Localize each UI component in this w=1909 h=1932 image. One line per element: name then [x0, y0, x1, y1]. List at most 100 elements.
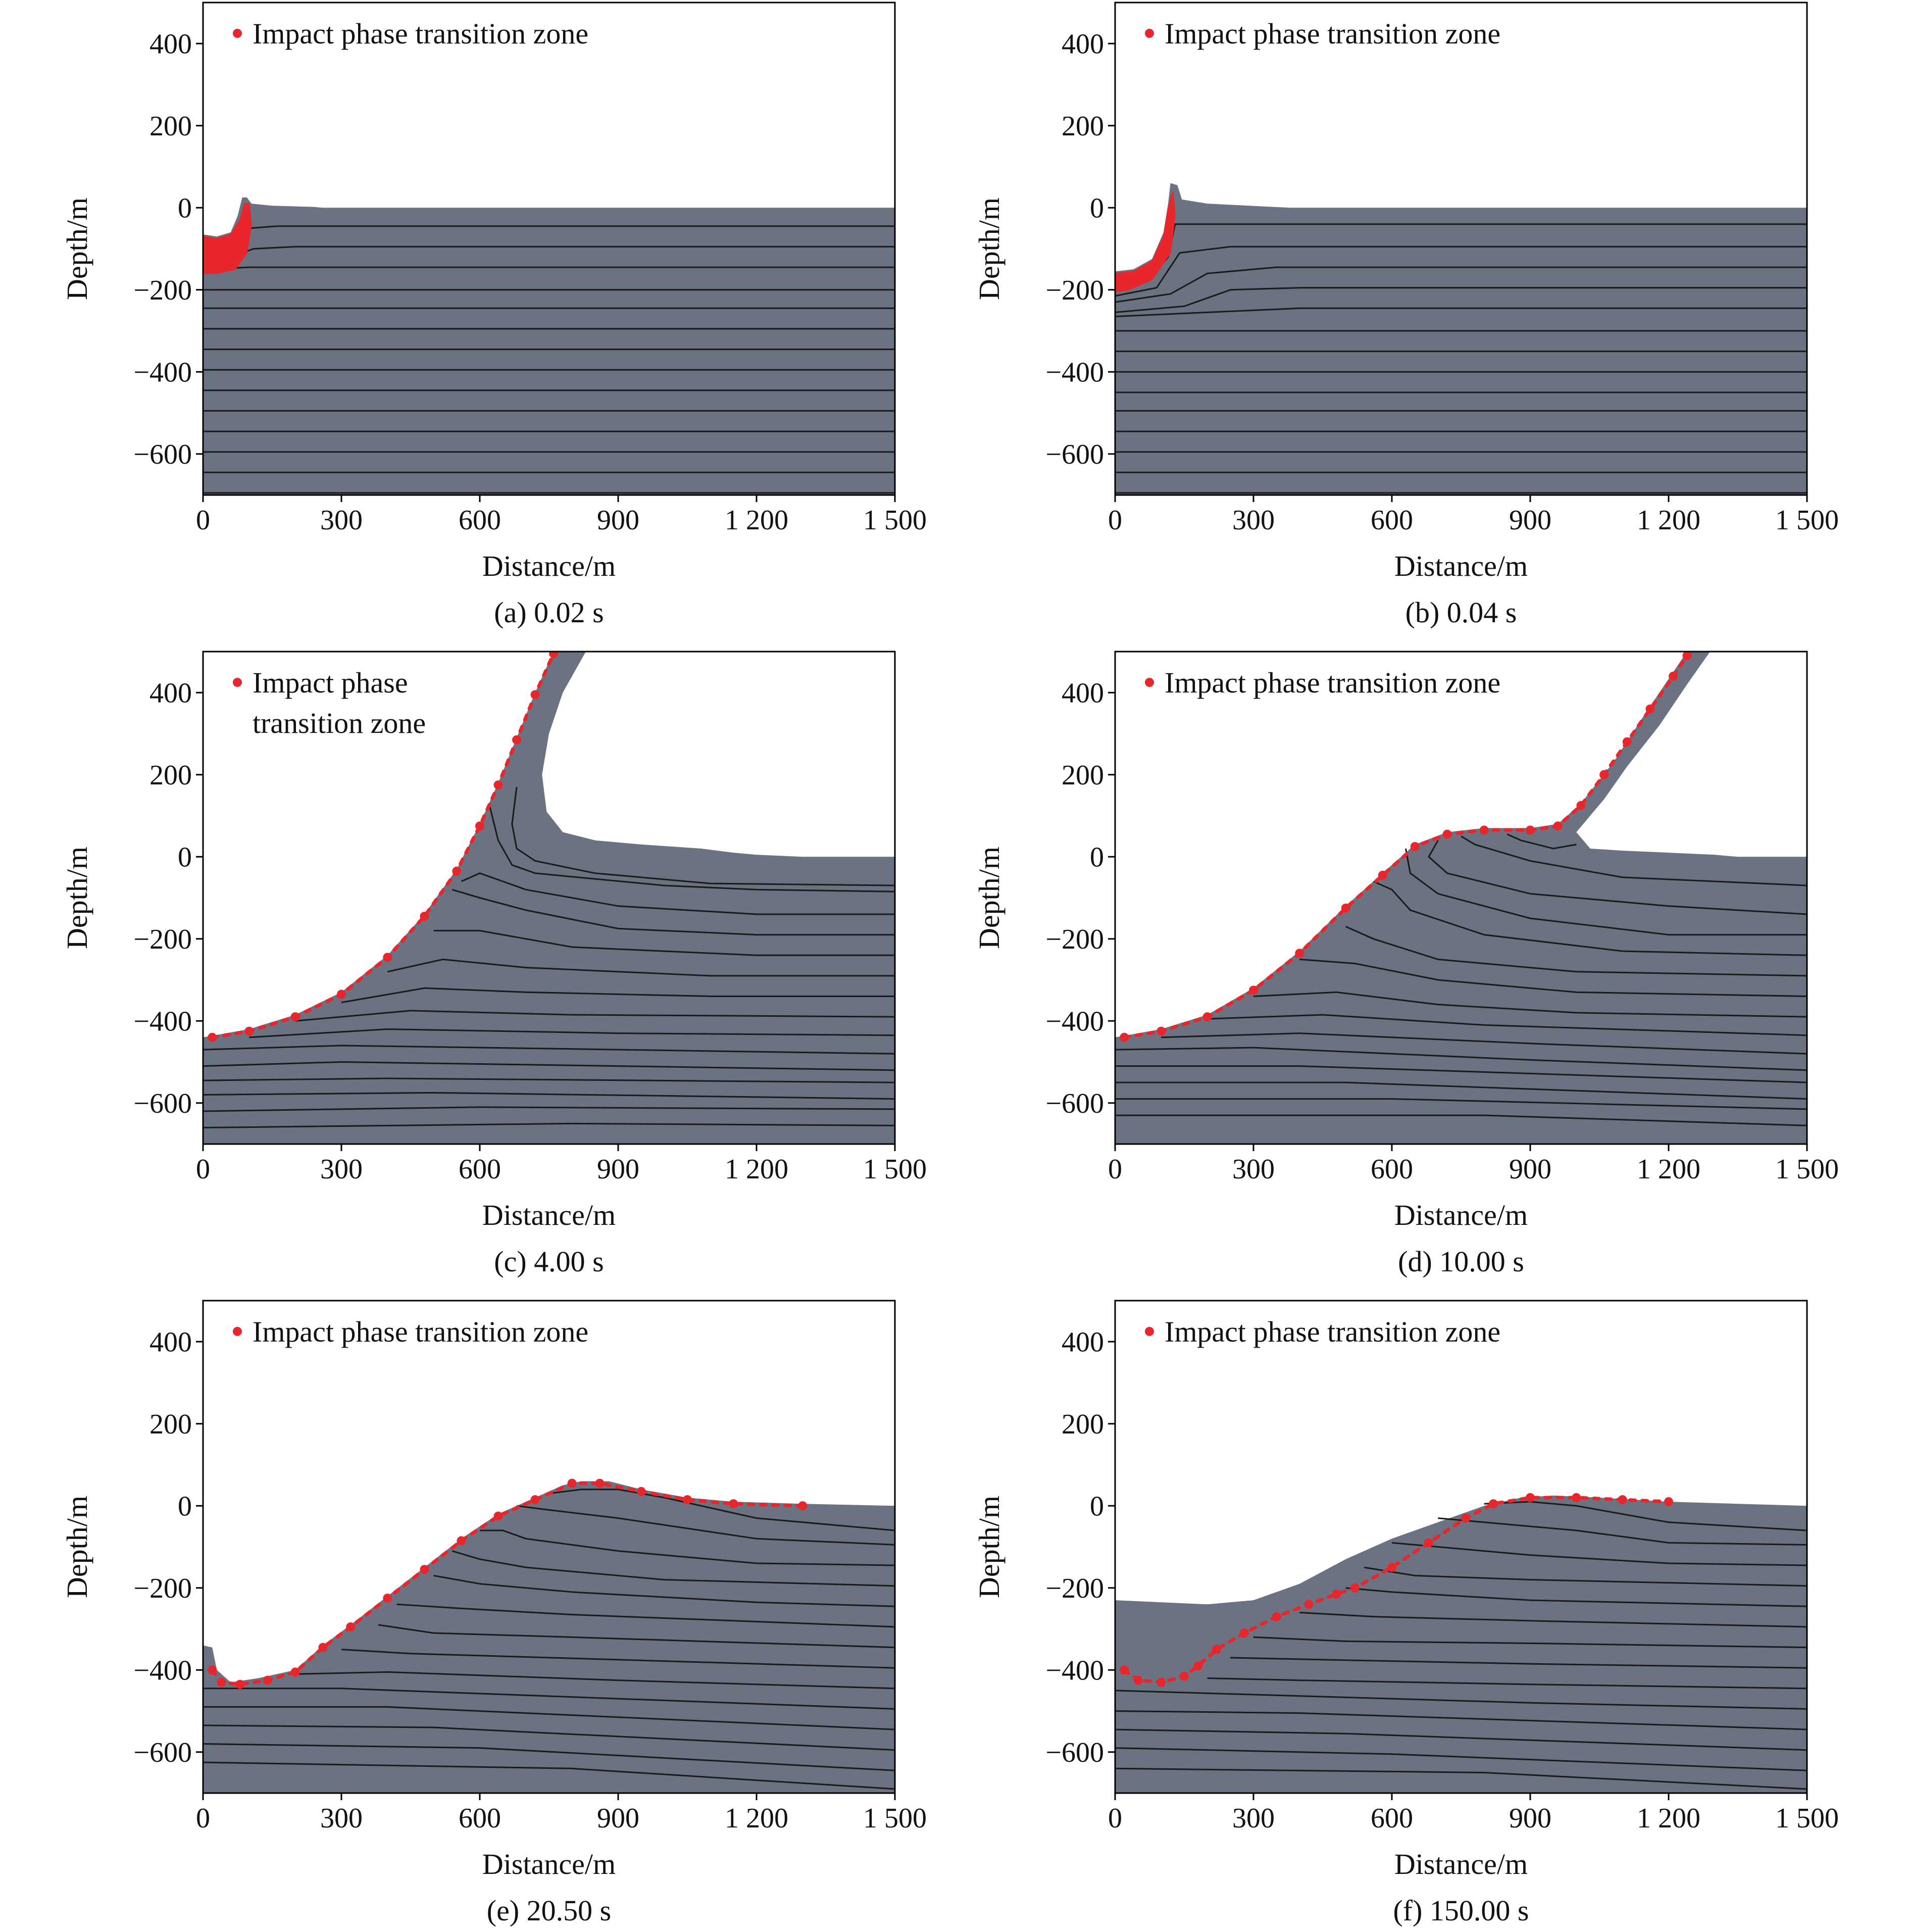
y-tick-label: −600 [133, 1737, 192, 1768]
y-axis-label: Depth/m [61, 1496, 93, 1598]
y-tick-label: −600 [133, 439, 192, 470]
layer-horizon [1428, 840, 1807, 915]
transition-zone [1115, 191, 1176, 292]
layer-horizon [488, 803, 895, 893]
y-axis-label: Depth/m [61, 847, 93, 949]
layer-horizon [341, 987, 895, 1004]
x-tick-label: 1 500 [863, 1803, 927, 1834]
layer-horizon [511, 786, 895, 886]
panel-c: 0 300 600 900 1 200 1 500 400 200 0 −200 −400 −600 D… [61, 651, 927, 1278]
x-axis-label: Distance/m [1394, 1199, 1528, 1231]
layer-horizon [1115, 1728, 1807, 1751]
y-tick-label: 200 [1062, 111, 1104, 142]
layer-horizon [1299, 1612, 1807, 1628]
legend-label-line: Impact phase [253, 666, 408, 699]
layer-horizon [203, 1061, 895, 1071]
transition-point [549, 652, 559, 659]
legend: Impact phase transition zone [1145, 17, 1500, 50]
layer-horizon [1161, 1032, 1807, 1055]
y-tick-label: 400 [1062, 28, 1104, 60]
y-tick-label: 0 [1090, 1491, 1104, 1522]
panel-caption: (b) 0.04 s [1405, 596, 1517, 629]
y-tick-label: −200 [133, 1573, 192, 1604]
layer-horizon [1115, 1690, 1807, 1710]
layer-horizon [1115, 1114, 1807, 1126]
x-tick-label: 0 [196, 1803, 210, 1834]
layer-horizon [1506, 833, 1577, 850]
y-tick-label: −400 [133, 1006, 192, 1037]
y-axis-label: Depth/m [973, 847, 1006, 949]
transition-zone [210, 1481, 805, 1687]
x-tick-label: 600 [1371, 505, 1413, 536]
y-tick-label: 400 [149, 28, 192, 60]
x-tick-label: 900 [1509, 505, 1551, 536]
x-tick-label: 1 500 [863, 505, 927, 536]
y-tick-label: −200 [1045, 1573, 1104, 1604]
y-axis-label: Depth/m [973, 1496, 1006, 1598]
y-tick-label: 0 [178, 841, 192, 873]
y-tick-label: 400 [149, 1326, 192, 1358]
x-tick-label: 300 [1232, 505, 1275, 536]
layer-horizon [396, 1603, 895, 1628]
y-tick-label: −400 [133, 1655, 192, 1686]
layer-horizon [1115, 245, 1807, 297]
x-tick-label: 300 [1232, 1154, 1275, 1185]
layer-horizon [1345, 926, 1807, 977]
plot-area [1115, 1493, 1807, 1793]
layer-horizon [203, 1092, 895, 1100]
layer-horizon [1253, 991, 1807, 1018]
y-axis-label: Depth/m [61, 197, 93, 300]
x-axis-label: Distance/m [482, 1199, 616, 1231]
y-tick-label: −400 [133, 357, 192, 388]
y-axis-label: Depth/m [973, 197, 1006, 300]
transition-point [235, 1679, 245, 1689]
layer-horizon [203, 1106, 895, 1112]
legend-label: Impact phase transition zone [1165, 666, 1500, 699]
x-tick-label: 0 [196, 1154, 210, 1185]
layer-horizon [1115, 1747, 1807, 1771]
layer-horizon [378, 1624, 895, 1649]
layer-horizon [1373, 880, 1807, 956]
x-tick-label: 900 [1509, 1154, 1551, 1185]
layer-horizon [203, 1743, 895, 1771]
y-tick-label: 0 [178, 192, 192, 224]
layer-horizon [1115, 1047, 1807, 1071]
x-tick-label: 300 [320, 1154, 363, 1185]
y-tick-label: −400 [1045, 1006, 1104, 1037]
plot-area [1115, 183, 1807, 495]
plot-frame [202, 651, 896, 1145]
layer-horizon [1115, 266, 1807, 303]
layer-horizon [516, 1505, 895, 1546]
plot-frame [202, 2, 896, 496]
layer-horizon [1115, 307, 1807, 318]
layer-horizon [203, 1122, 895, 1128]
y-tick-label: −400 [1045, 357, 1104, 388]
x-tick-label: 300 [320, 1803, 363, 1834]
panel-caption: (f) 150.00 s [1393, 1894, 1529, 1927]
transition-zone [1122, 654, 1689, 1039]
layer-horizon [295, 1671, 895, 1690]
x-tick-label: 0 [196, 505, 210, 536]
y-tick-label: −200 [1045, 275, 1104, 306]
target-body [203, 652, 895, 1144]
plot-area [203, 652, 895, 1144]
layer-horizon [341, 1649, 895, 1669]
legend-marker [233, 1327, 242, 1336]
panel-caption: (c) 4.00 s [494, 1245, 604, 1278]
layer-horizon [1253, 1636, 1807, 1649]
y-tick-label: −400 [1045, 1655, 1104, 1686]
legend: Impact phase transition zone [233, 17, 588, 50]
panel-b: 0 300 600 900 1 200 1 500 400 200 0 −200 −400 −600 D… [973, 2, 1839, 629]
x-axis-label: Distance/m [1394, 550, 1528, 582]
plot-area [1115, 652, 1807, 1144]
layer-horizon [1115, 1710, 1807, 1730]
layer-horizon [203, 1761, 895, 1790]
y-tick-label: 200 [1062, 760, 1104, 791]
layer-horizon [480, 1529, 895, 1566]
layer-horizon [1115, 1098, 1807, 1110]
layer-horizon [203, 1045, 895, 1055]
y-tick-label: −200 [133, 275, 192, 306]
layer-horizon [203, 1706, 895, 1730]
layer-horizon [451, 1550, 895, 1587]
